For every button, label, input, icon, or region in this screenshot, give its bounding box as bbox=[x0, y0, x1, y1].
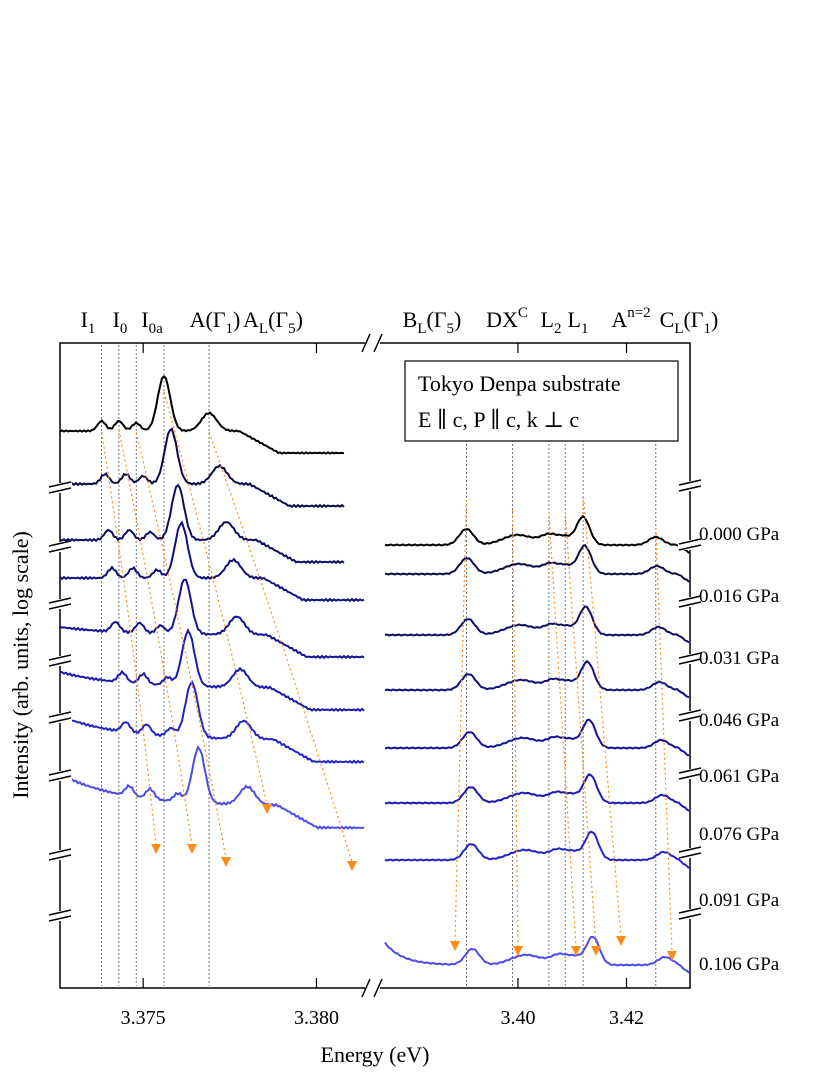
pressure-label-7: 0.106 GPa bbox=[699, 954, 780, 975]
pressure-label-1: 0.016 GPa bbox=[699, 586, 780, 607]
shift-arrowhead-right-0 bbox=[450, 941, 460, 951]
y-break-right-0 bbox=[678, 479, 702, 492]
shift-arrowhead-left-3 bbox=[262, 804, 272, 814]
x-tick-label-left-1: 3.380 bbox=[294, 1007, 339, 1029]
y-break-left-1 bbox=[48, 540, 72, 553]
y-break-left-7 bbox=[48, 909, 72, 922]
y-break-left-2 bbox=[48, 597, 72, 610]
spectrum-right-0000 bbox=[384, 514, 690, 554]
pressure-label-3: 0.046 GPa bbox=[699, 710, 780, 731]
peak-label-right-5: CL(Γ1) bbox=[660, 307, 719, 337]
x-tick-label-left-0: 3.375 bbox=[121, 1007, 166, 1029]
peak-label-right-2: L2 bbox=[541, 307, 562, 337]
pressure-labels: 0.000 GPa 0.016 GPa 0.031 GPa 0.046 GPa 0.06… bbox=[699, 524, 780, 975]
shift-arrowhead-right-1 bbox=[513, 946, 523, 956]
y-break-right-6 bbox=[678, 846, 702, 859]
y-break-right-1 bbox=[678, 538, 702, 551]
y-break-left-4 bbox=[48, 711, 72, 724]
y-break-right-2 bbox=[678, 595, 702, 608]
shift-path-right-0 bbox=[454, 499, 468, 943]
shift-arrowhead-left-2 bbox=[221, 857, 231, 867]
shift-path-left-4 bbox=[208, 431, 353, 863]
y-break-left-5 bbox=[48, 769, 72, 782]
peak-label-left-0: I1 bbox=[81, 307, 96, 337]
pressure-label-5: 0.076 GPa bbox=[699, 824, 780, 845]
legend-box: Tokyo Denpa substrate E ∥ c, P ∥ c, k ⊥ … bbox=[404, 360, 679, 442]
shift-arrowhead-left-0 bbox=[151, 844, 161, 854]
spectrum-right-0031 bbox=[384, 605, 690, 644]
right-panel bbox=[380, 342, 691, 989]
peak-guide-lines bbox=[101, 345, 657, 986]
y-axis-title: Intensity (arb. units, log scale) bbox=[8, 531, 33, 799]
x-ticks: 3.375 3.380 3.40 3.42 bbox=[121, 343, 644, 1029]
shift-arrowhead-left-1 bbox=[187, 844, 197, 854]
y-break-right-5 bbox=[678, 767, 702, 780]
top-axis-break bbox=[361, 333, 383, 353]
pressure-label-6: 0.091 GPa bbox=[699, 890, 780, 911]
spectrum-left-0000 bbox=[59, 375, 345, 455]
spectrum-left-0031 bbox=[59, 483, 345, 565]
shift-path-right-3 bbox=[564, 511, 597, 948]
legend-frame bbox=[404, 360, 679, 442]
peak-label-left-3: A(Γ1) bbox=[190, 307, 241, 337]
right-panel-frame bbox=[380, 342, 691, 989]
x-axis-title: Energy (eV) bbox=[321, 1042, 430, 1067]
left-panel bbox=[59, 342, 365, 989]
legend-line-1: Tokyo Denpa substrate bbox=[418, 371, 621, 396]
shift-path-right-5 bbox=[655, 527, 673, 953]
left-panel-frame bbox=[59, 342, 365, 989]
shift-arrowhead-left-4 bbox=[347, 861, 357, 871]
shift-arrowhead-right-5 bbox=[667, 951, 677, 961]
shift-path-left-1 bbox=[118, 429, 193, 846]
peak-label-right-3: L1 bbox=[568, 307, 589, 337]
y-break-left-3 bbox=[48, 654, 72, 667]
peak-labels: I1 I0 I0a A(Γ1) AL(Γ5) BL(Γ5) DXC L2 L1 An=2 CL(Γ1… bbox=[81, 305, 719, 337]
shift-path-right-2 bbox=[548, 511, 577, 948]
shift-arrowhead-right-2 bbox=[571, 946, 581, 956]
y-break-left-0 bbox=[48, 481, 72, 494]
x-tick-label-right-0: 3.40 bbox=[500, 1007, 535, 1029]
spectrum-right-0076 bbox=[384, 773, 690, 812]
spectrum-left-0106 bbox=[59, 744, 365, 830]
y-break-right-7 bbox=[678, 907, 702, 920]
bottom-axis-break bbox=[361, 978, 383, 998]
spectrum-right-0061 bbox=[384, 718, 690, 757]
spectrum-left-0091 bbox=[59, 679, 365, 765]
pressure-label-2: 0.031 GPa bbox=[699, 648, 780, 669]
y-break-right-4 bbox=[678, 709, 702, 722]
pressure-label-4: 0.061 GPa bbox=[699, 766, 780, 787]
y-break-right-3 bbox=[678, 652, 702, 665]
shift-path-left-0 bbox=[100, 431, 157, 846]
spectrum-left-0016 bbox=[59, 427, 345, 509]
spectrum-right-0106 bbox=[384, 935, 690, 974]
spectrum-left-0061 bbox=[59, 578, 365, 660]
y-axis-break-marks bbox=[48, 479, 702, 922]
shift-path-right-4 bbox=[582, 491, 622, 938]
spectrum-right-0091 bbox=[384, 830, 690, 869]
spectrum-left-0076 bbox=[59, 628, 365, 713]
spectrum-right-0046 bbox=[384, 659, 690, 699]
peak-label-right-1: DXC bbox=[486, 305, 528, 332]
peak-label-right-0: BL(Γ5) bbox=[403, 307, 462, 337]
peak-label-left-1: I0 bbox=[113, 307, 128, 337]
pressure-label-0: 0.000 GPa bbox=[699, 524, 780, 545]
shift-path-left-2 bbox=[135, 431, 227, 859]
shift-arrows bbox=[100, 391, 677, 961]
legend-line-2: E ∥ c, P ∥ c, k ⊥ c bbox=[418, 407, 579, 432]
x-tick-label-right-1: 3.42 bbox=[609, 1007, 644, 1029]
y-break-left-6 bbox=[48, 848, 72, 861]
peak-label-left-4: AL(Γ5) bbox=[243, 307, 303, 337]
peak-label-left-2: I0a bbox=[141, 307, 163, 337]
spectrum-right-0016 bbox=[384, 543, 690, 583]
peak-label-right-4: An=2 bbox=[611, 305, 650, 332]
shift-path-right-1 bbox=[511, 509, 519, 948]
shift-arrowhead-right-4 bbox=[616, 936, 626, 946]
spectra-series bbox=[59, 375, 690, 974]
shift-path-left-3 bbox=[163, 391, 268, 806]
shift-arrowhead-right-3 bbox=[591, 946, 601, 956]
